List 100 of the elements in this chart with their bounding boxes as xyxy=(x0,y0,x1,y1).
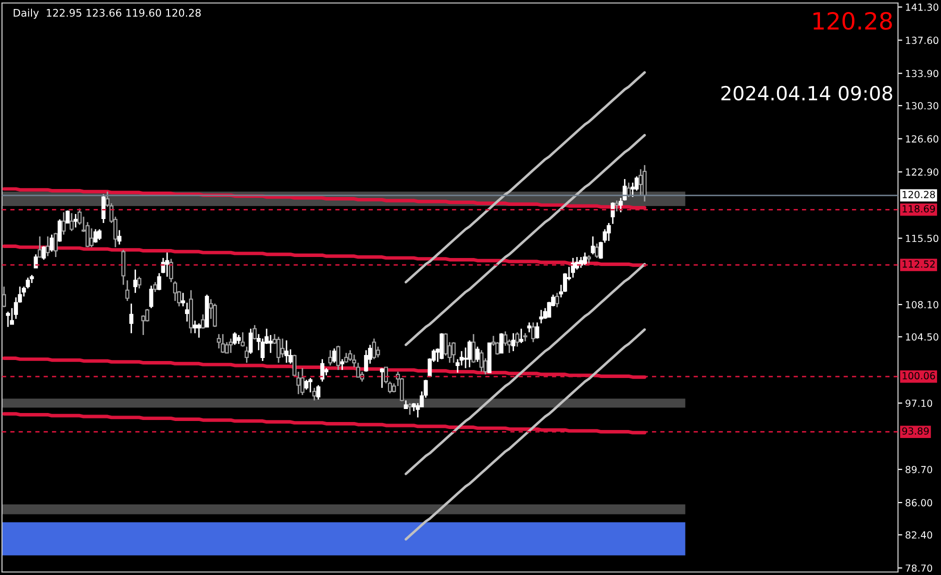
ref-line-label: 120.28 xyxy=(902,190,935,198)
y-tick-label: 108.10 xyxy=(906,301,938,308)
candlestick xyxy=(125,280,130,302)
ref-line-label: 118.69 xyxy=(902,205,935,212)
candlestick xyxy=(312,387,316,402)
candlestick xyxy=(248,328,253,355)
candlestick xyxy=(590,236,595,256)
candlestick xyxy=(66,210,70,224)
line-series xyxy=(404,134,646,346)
candlestick xyxy=(284,340,289,364)
line-series xyxy=(404,71,646,284)
y-tick-label: 78.70 xyxy=(906,564,932,572)
candlestick xyxy=(216,333,221,350)
candlestick xyxy=(614,200,619,212)
candlestick xyxy=(212,302,217,328)
candlestick xyxy=(185,302,190,322)
candlestick xyxy=(336,345,340,371)
candlestick xyxy=(372,338,376,360)
candlestick xyxy=(192,320,198,334)
y-tick-label: 141.30 xyxy=(906,4,938,11)
candlestick xyxy=(157,272,162,291)
candlestick xyxy=(34,254,38,268)
candlestick xyxy=(452,341,456,364)
y-tick-label: 104.50 xyxy=(906,333,938,341)
candlestick xyxy=(276,336,281,364)
candlestick xyxy=(232,332,237,346)
candlestick xyxy=(46,236,50,257)
candlestick xyxy=(316,384,320,400)
candlestick xyxy=(58,218,62,242)
candlestick xyxy=(268,334,273,354)
y-tick-label: 137.60 xyxy=(906,36,938,44)
candlestick xyxy=(320,358,324,382)
candlestick xyxy=(499,332,504,354)
candlestick xyxy=(630,182,635,198)
candlestick xyxy=(479,350,484,372)
candlestick xyxy=(14,296,18,320)
candlestick xyxy=(531,322,536,343)
candlestick xyxy=(308,377,312,394)
candlestick xyxy=(380,367,384,389)
candlestick xyxy=(101,194,106,224)
ref-line-label: 93.89 xyxy=(902,427,929,435)
candlestick xyxy=(515,332,520,348)
y-tick-label: 97.10 xyxy=(906,400,932,407)
candlestick xyxy=(62,212,66,236)
candlestick xyxy=(240,332,245,348)
candlestick xyxy=(638,168,643,196)
candlestick xyxy=(220,333,225,354)
candlestick xyxy=(153,281,158,293)
candlestick xyxy=(344,352,348,364)
candlestick xyxy=(475,346,480,363)
candlestick xyxy=(328,350,332,366)
candlestick xyxy=(137,276,142,290)
line-series xyxy=(404,262,646,476)
ref-line-label: 100.06 xyxy=(902,372,935,380)
y-tick-label: 126.60 xyxy=(906,135,938,143)
candlestick xyxy=(90,228,94,248)
candlestick xyxy=(408,402,412,416)
candlestick xyxy=(511,332,516,352)
candlestick xyxy=(304,379,308,390)
candlestick xyxy=(519,328,524,344)
candlestick xyxy=(50,234,54,252)
ref-line-label: 112.52 xyxy=(902,260,935,268)
candlestick xyxy=(117,229,122,246)
candlestick xyxy=(570,257,576,278)
candlestick xyxy=(252,324,257,340)
candlestick xyxy=(42,246,46,260)
candlestick xyxy=(200,314,205,330)
candlestick xyxy=(145,308,150,322)
candlestick xyxy=(280,338,285,358)
candlestick xyxy=(74,213,78,228)
text: 120.28 xyxy=(813,12,892,30)
candlestick xyxy=(54,232,58,258)
candlestick xyxy=(468,340,472,368)
y-tick-label: 82.40 xyxy=(906,531,932,539)
candlestick xyxy=(97,228,102,241)
candlestick xyxy=(606,222,611,242)
candlestick xyxy=(169,258,174,283)
candlestick xyxy=(244,346,249,364)
candlestick xyxy=(376,346,380,358)
candlestick xyxy=(527,322,532,333)
line-series xyxy=(404,328,646,541)
candlestick xyxy=(340,358,344,371)
candlestick xyxy=(594,242,599,259)
candlestick xyxy=(535,322,540,340)
y-tick-label: 86.00 xyxy=(906,499,932,506)
candlestick xyxy=(332,348,336,364)
candlestick xyxy=(555,292,560,308)
candlestick xyxy=(70,212,74,232)
candlestick xyxy=(582,252,587,266)
text: 2024.04.14 09:08 xyxy=(721,86,892,101)
y-tick-label: 89.70 xyxy=(906,466,932,474)
candlestick xyxy=(228,338,233,354)
candlestick xyxy=(300,367,304,396)
y-tick-label: 130.30 xyxy=(906,102,938,110)
y-tick-label: 122.90 xyxy=(906,168,938,176)
candlestick xyxy=(196,322,201,338)
candlestick xyxy=(129,302,134,334)
y-tick-label: 115.50 xyxy=(906,234,938,242)
candlestick xyxy=(6,311,10,328)
candlestick xyxy=(38,236,42,258)
